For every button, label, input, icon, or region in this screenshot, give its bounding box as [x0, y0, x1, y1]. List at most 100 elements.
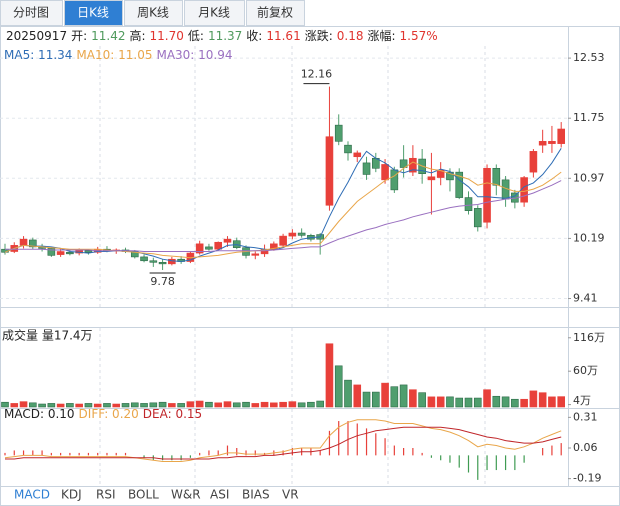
candle-body	[427, 176, 436, 181]
y-tick-label: 0.31	[573, 410, 598, 423]
candle-body	[381, 164, 389, 181]
volume-bar	[177, 403, 185, 408]
candle-body	[334, 124, 343, 142]
tab-label[interactable]: 月K线	[198, 6, 230, 20]
y-tick-label: 12.53	[573, 51, 605, 64]
line-0	[4, 419, 562, 462]
volume-bar	[1, 401, 9, 408]
volume-bar	[93, 403, 102, 408]
y-tick-label: 0.06	[573, 441, 598, 454]
volume-bar	[371, 391, 380, 408]
candle-body	[288, 232, 297, 237]
candle-body	[436, 169, 445, 178]
max-label: 12.16	[301, 68, 333, 81]
info-value: 11.70	[150, 29, 184, 43]
indicator-tab[interactable]: BOLL	[128, 488, 159, 502]
min-label: 9.78	[150, 275, 175, 288]
volume-bar	[464, 397, 473, 408]
candle-body	[66, 251, 74, 255]
volume-bar	[483, 389, 491, 408]
candle-body	[325, 136, 334, 206]
candle-body	[214, 241, 223, 250]
info-label: 收:	[246, 29, 262, 43]
candle-body	[455, 171, 464, 198]
candle-body	[270, 243, 278, 250]
candle-body	[279, 235, 287, 246]
candle-body	[158, 262, 167, 265]
candle-body	[205, 246, 213, 250]
info-label: 开:	[71, 29, 87, 43]
volume-bar	[427, 396, 436, 408]
candle-body	[464, 197, 473, 211]
indicator-tab[interactable]: BIAS	[242, 488, 270, 502]
volume-bar	[140, 403, 148, 408]
y-tick-label: 10.19	[573, 231, 605, 244]
volume-bar	[10, 403, 19, 408]
tab[interactable]	[124, 0, 183, 26]
candle-body	[409, 157, 417, 173]
tab-label[interactable]: 前复权	[257, 5, 293, 20]
tab-label[interactable]: 日K线	[77, 6, 109, 20]
indicator-tab[interactable]: RSI	[96, 488, 116, 502]
candle-body	[390, 169, 399, 191]
volume-bar	[334, 365, 343, 408]
candle-body	[56, 251, 65, 255]
volume-bar	[223, 401, 232, 408]
volume-bar	[288, 401, 297, 408]
indicator-tab[interactable]: ASI	[210, 488, 229, 502]
legend-entry: MA30: 10.94	[156, 48, 232, 62]
info-value: 11.61	[266, 29, 300, 43]
volume-bar	[149, 402, 158, 408]
tab[interactable]	[246, 0, 305, 26]
volume-bar	[56, 403, 65, 408]
legend-entry: DEA: 0.15	[143, 407, 202, 421]
line-1	[4, 161, 562, 259]
info-label: 涨幅:	[367, 28, 395, 43]
tab-label[interactable]: 分时图	[13, 6, 49, 20]
candle-body	[344, 144, 352, 154]
candle-body	[149, 260, 158, 263]
info-label: 低:	[188, 29, 204, 43]
tab[interactable]	[184, 0, 245, 26]
volume-bar	[121, 403, 130, 408]
candle-body	[251, 253, 260, 256]
candle-body	[140, 256, 148, 262]
legend: MACD: 0.10 DIFF: 0.20 DEA: 0.15	[4, 407, 202, 421]
volume-bar	[270, 402, 278, 408]
volume-bar	[473, 397, 482, 408]
candle-body	[548, 141, 556, 144]
volume-bar	[112, 403, 121, 408]
volume-bar	[548, 396, 556, 408]
candle-body	[19, 238, 28, 246]
tab[interactable]	[0, 0, 63, 26]
y-tick-label: 9.41	[573, 292, 598, 305]
tab-label[interactable]: 周K线	[137, 6, 169, 20]
indicator-tab[interactable]: VR	[282, 488, 299, 502]
volume-bar	[47, 403, 56, 408]
volume-bar	[158, 401, 167, 408]
info-label: 涨跌:	[305, 28, 333, 43]
candle-body	[47, 248, 56, 256]
indicator-tab[interactable]: KDJ	[61, 488, 82, 502]
candle-body	[557, 128, 566, 144]
info-value: 11.37	[208, 29, 242, 43]
volume-bar	[390, 386, 399, 408]
tab[interactable]	[64, 0, 123, 26]
volume-bar	[38, 403, 46, 408]
volume-bar	[75, 403, 83, 408]
candle-body	[492, 167, 501, 186]
candle-body	[362, 162, 371, 175]
volume-bar	[84, 403, 93, 408]
volume-bar	[29, 402, 37, 408]
volume-bar	[381, 382, 389, 408]
volume-bar	[307, 401, 315, 408]
indicator-tab[interactable]: W&R	[171, 488, 201, 502]
indicator-tab[interactable]: MACD	[14, 488, 50, 502]
candle-body	[538, 141, 547, 146]
candle-body	[446, 171, 454, 181]
candle-body	[483, 167, 491, 223]
volume-bar	[529, 390, 538, 408]
volume-bar	[520, 398, 528, 408]
